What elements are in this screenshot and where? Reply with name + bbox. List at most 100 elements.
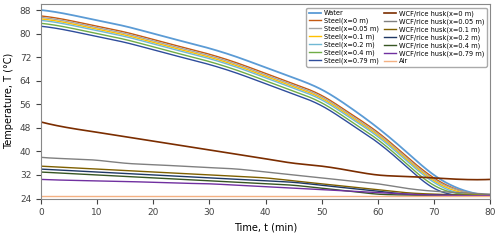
WCF/rice husk(x=0.2 m) xyxy=(324,184,330,187)
Line: Steel(x=0.79 m): Steel(x=0.79 m) xyxy=(41,26,490,196)
Line: WCF/rice husk(x=0.79 m): WCF/rice husk(x=0.79 m) xyxy=(41,179,490,196)
WCF/rice husk(x=0 m) xyxy=(378,174,384,177)
Steel(x=0.79 m) xyxy=(466,194,472,197)
Steel(x=0.79 m) xyxy=(487,194,493,197)
WCF/rice husk(x=0 m) xyxy=(38,121,44,123)
Line: WCF/rice husk(x=0.1 m): WCF/rice husk(x=0.1 m) xyxy=(41,166,490,196)
Steel(x=0 m) xyxy=(310,90,316,93)
WCF/rice husk(x=0.1 m) xyxy=(66,166,71,169)
Steel(x=0.2 m) xyxy=(299,90,305,93)
Steel(x=0 m) xyxy=(378,134,384,137)
Water xyxy=(66,13,71,16)
Steel(x=0.79 m) xyxy=(38,25,44,28)
WCF/rice husk(x=0.2 m) xyxy=(487,194,493,197)
WCF/rice husk(x=0.1 m) xyxy=(324,183,330,186)
WCF/rice husk(x=0.2 m) xyxy=(66,169,71,172)
WCF/rice husk(x=0.05 m) xyxy=(38,156,44,159)
Line: WCF/rice husk(x=0.2 m): WCF/rice husk(x=0.2 m) xyxy=(41,169,490,196)
Y-axis label: Temperature, T (°C): Temperature, T (°C) xyxy=(4,53,14,150)
Steel(x=0.79 m) xyxy=(66,29,71,32)
Steel(x=0.2 m) xyxy=(378,138,384,141)
Steel(x=0.79 m) xyxy=(324,107,330,110)
Legend: Water, Steel(x=0 m), Steel(x=0.05 m), Steel(x=0.1 m), Steel(x=0.2 m), Steel(x=0.: Water, Steel(x=0 m), Steel(x=0.05 m), St… xyxy=(306,8,487,67)
WCF/rice husk(x=0.2 m) xyxy=(474,194,480,197)
WCF/rice husk(x=0 m) xyxy=(66,126,71,129)
WCF/rice husk(x=0.79 m) xyxy=(310,188,316,191)
Line: Steel(x=0.05 m): Steel(x=0.05 m) xyxy=(41,18,490,196)
Water xyxy=(424,169,430,172)
WCF/rice husk(x=0.05 m) xyxy=(487,193,493,196)
Line: Steel(x=0.4 m): Steel(x=0.4 m) xyxy=(41,23,490,196)
WCF/rice husk(x=0.05 m) xyxy=(310,176,316,178)
Steel(x=0.2 m) xyxy=(310,95,316,97)
Water xyxy=(487,194,493,197)
Line: WCF/rice husk(x=0 m): WCF/rice husk(x=0 m) xyxy=(41,122,490,180)
WCF/rice husk(x=0.2 m) xyxy=(378,190,384,193)
Steel(x=0.4 m) xyxy=(66,26,71,29)
WCF/rice husk(x=0.2 m) xyxy=(424,193,430,196)
Line: Steel(x=0.2 m): Steel(x=0.2 m) xyxy=(41,20,490,196)
Steel(x=0 m) xyxy=(324,97,330,100)
Steel(x=0.05 m) xyxy=(378,135,384,138)
Steel(x=0.4 m) xyxy=(424,180,430,183)
Steel(x=0.05 m) xyxy=(324,99,330,101)
WCF/rice husk(x=0 m) xyxy=(487,178,493,181)
Steel(x=0.79 m) xyxy=(299,96,305,98)
WCF/rice husk(x=0.05 m) xyxy=(66,157,71,160)
WCF/rice husk(x=0.1 m) xyxy=(310,182,316,184)
Steel(x=0.05 m) xyxy=(66,20,71,23)
WCF/rice husk(x=0.4 m) xyxy=(310,186,316,189)
WCF/rice husk(x=0.79 m) xyxy=(487,194,493,197)
WCF/rice husk(x=0.79 m) xyxy=(38,178,44,181)
WCF/rice husk(x=0.05 m) xyxy=(378,183,384,186)
Line: Steel(x=0 m): Steel(x=0 m) xyxy=(41,16,490,196)
WCF/rice husk(x=0.4 m) xyxy=(487,194,493,197)
Steel(x=0.2 m) xyxy=(487,194,493,197)
WCF/rice husk(x=0.1 m) xyxy=(378,189,384,191)
Steel(x=0.2 m) xyxy=(424,177,430,180)
Water xyxy=(324,91,330,94)
WCF/rice husk(x=0.1 m) xyxy=(487,194,493,197)
Steel(x=0.1 m) xyxy=(66,22,71,25)
WCF/rice husk(x=0.2 m) xyxy=(310,183,316,186)
Steel(x=0.2 m) xyxy=(66,23,71,26)
WCF/rice husk(x=0 m) xyxy=(474,178,480,181)
Steel(x=0.4 m) xyxy=(38,22,44,25)
Steel(x=0.2 m) xyxy=(324,101,330,104)
Steel(x=0.79 m) xyxy=(310,100,316,103)
WCF/rice husk(x=0.4 m) xyxy=(66,172,71,175)
Steel(x=0.05 m) xyxy=(38,16,44,19)
Steel(x=0.1 m) xyxy=(324,100,330,103)
Steel(x=0.1 m) xyxy=(487,194,493,197)
WCF/rice husk(x=0.05 m) xyxy=(324,177,330,180)
Water xyxy=(38,9,44,11)
Steel(x=0.05 m) xyxy=(487,194,493,197)
Steel(x=0.4 m) xyxy=(378,141,384,144)
WCF/rice husk(x=0 m) xyxy=(324,165,330,168)
WCF/rice husk(x=0.1 m) xyxy=(299,180,305,183)
Steel(x=0.79 m) xyxy=(424,183,430,186)
Steel(x=0 m) xyxy=(38,14,44,17)
Steel(x=0.4 m) xyxy=(310,97,316,100)
Line: Steel(x=0.1 m): Steel(x=0.1 m) xyxy=(41,19,490,196)
Steel(x=0.1 m) xyxy=(424,175,430,178)
WCF/rice husk(x=0 m) xyxy=(424,176,430,179)
Steel(x=0.05 m) xyxy=(299,87,305,90)
WCF/rice husk(x=0.79 m) xyxy=(324,189,330,191)
Steel(x=0.1 m) xyxy=(486,194,492,197)
WCF/rice husk(x=0.4 m) xyxy=(442,194,448,197)
WCF/rice husk(x=0.1 m) xyxy=(38,165,44,168)
WCF/rice husk(x=0.4 m) xyxy=(324,187,330,190)
WCF/rice husk(x=0.4 m) xyxy=(38,171,44,173)
Steel(x=0.1 m) xyxy=(378,137,384,140)
Steel(x=0 m) xyxy=(66,19,71,22)
Steel(x=0 m) xyxy=(299,85,305,88)
Steel(x=0.2 m) xyxy=(38,19,44,22)
Steel(x=0 m) xyxy=(424,172,430,175)
Steel(x=0.4 m) xyxy=(299,93,305,96)
Steel(x=0.05 m) xyxy=(424,174,430,177)
WCF/rice husk(x=0.79 m) xyxy=(424,193,430,196)
Steel(x=0.79 m) xyxy=(378,144,384,147)
X-axis label: Time, t (min): Time, t (min) xyxy=(234,223,297,233)
Water xyxy=(310,84,316,87)
